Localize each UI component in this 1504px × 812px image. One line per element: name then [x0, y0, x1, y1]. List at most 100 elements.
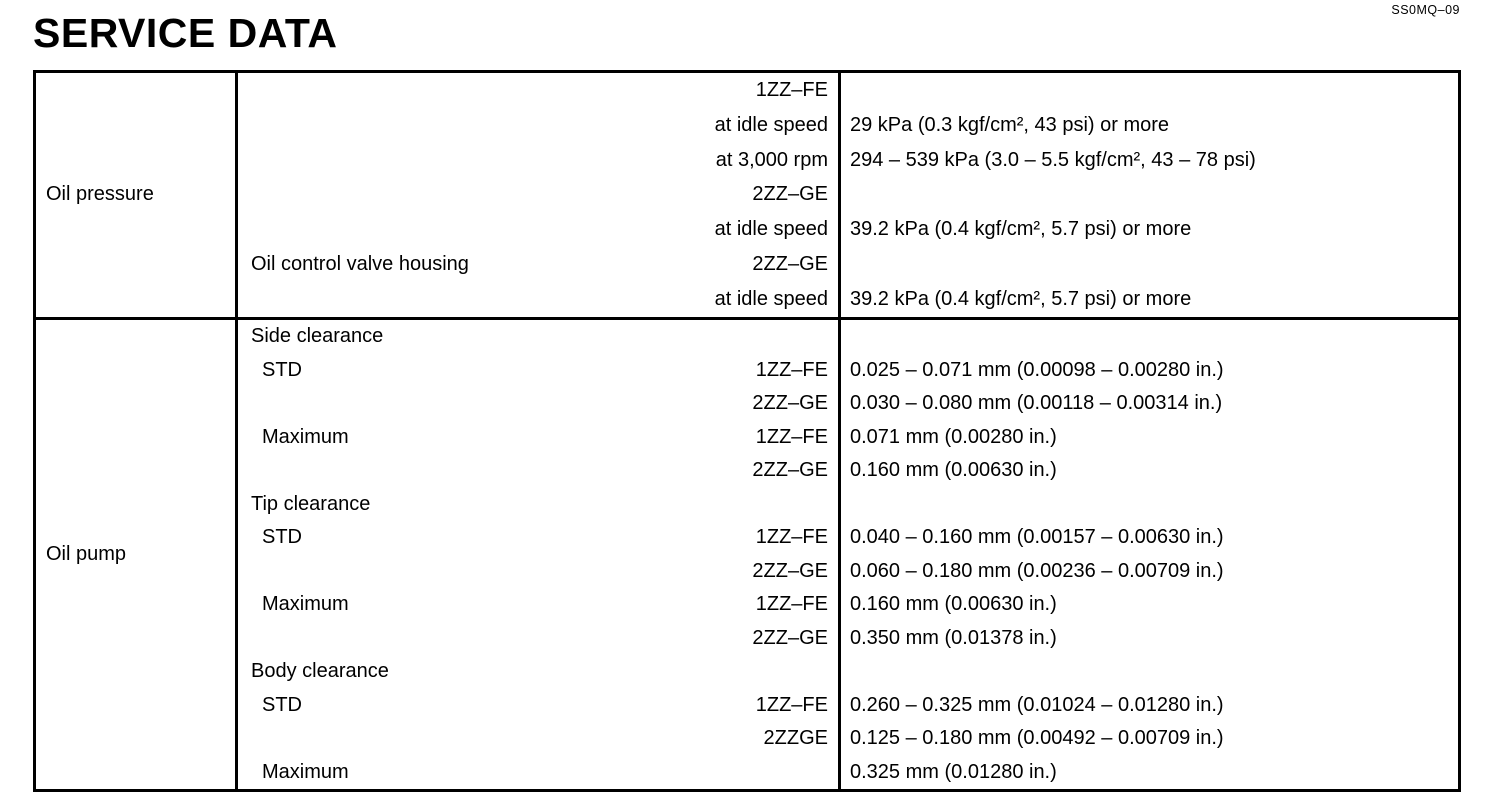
section-name: Oil pump [46, 542, 127, 565]
spec-condition-cell: STD 1ZZ–FE [238, 688, 838, 722]
spec-value-cell: 0.071 mm (0.00280 in.) [838, 420, 1458, 454]
oil-pressure-section: Oil pressure 1ZZ–FE at idle speed [36, 73, 1458, 317]
spec-value-cell [838, 319, 1458, 354]
table-row: 2ZZ–GE 0.350 mm (0.01378 in.) [238, 621, 1458, 655]
spec-value: 0.040 – 0.160 mm (0.00157 – 0.00630 in.) [850, 526, 1224, 549]
table-row: at idle speed 39.2 kPa (0.4 kgf/cm², 5.7… [238, 212, 1458, 248]
table-row: at idle speed 29 kPa (0.3 kgf/cm², 43 ps… [238, 107, 1458, 143]
table-row: Tip clearance [238, 487, 1458, 521]
service-data-table: Oil pressure 1ZZ–FE at idle speed [33, 70, 1461, 792]
spec-condition-cell: 2ZZ–GE [238, 454, 838, 488]
spec-condition-cell: at 3,000 rpm [238, 143, 838, 178]
engine-condition-label: 1ZZ–FE [755, 358, 828, 381]
engine-condition-label: 2ZZ–GE [752, 253, 828, 276]
spec-item-label: STD [262, 358, 302, 381]
section-name-cell: Oil pressure [36, 73, 238, 317]
engine-condition-label: 1ZZ–FE [755, 78, 828, 101]
spec-item-label: Oil control valve housing [251, 253, 469, 276]
table-row: STD 1ZZ–FE 0.260 – 0.325 mm (0.01024 – 0… [238, 688, 1458, 722]
spec-value-cell [838, 247, 1458, 283]
engine-condition-label: 2ZZ–GE [752, 183, 828, 206]
spec-value-cell: 0.030 – 0.080 mm (0.00118 – 0.00314 in.) [838, 386, 1458, 421]
spec-value-cell [838, 73, 1458, 108]
engine-condition-label: at 3,000 rpm [715, 148, 828, 171]
spec-value-cell: 0.350 mm (0.01378 in.) [838, 621, 1458, 655]
engine-condition-label: 2ZZ–GE [752, 459, 828, 482]
engine-condition-label: 1ZZ–FE [755, 425, 828, 448]
spec-value: 0.160 mm (0.00630 in.) [850, 593, 1057, 616]
table-row: at idle speed 39.2 kPa (0.4 kgf/cm², 5.7… [238, 282, 1458, 317]
table-row: Body clearance [238, 654, 1458, 689]
spec-item-label: Maximum [262, 760, 349, 783]
table-row: Oil control valve housing 2ZZ–GE [238, 247, 1458, 283]
engine-condition-label: 2ZZ–GE [752, 392, 828, 415]
spec-condition-cell: 2ZZ–GE [238, 178, 838, 213]
engine-condition-label: 2ZZGE [763, 727, 828, 750]
spec-condition-cell: at idle speed [238, 108, 838, 143]
engine-condition-label: 2ZZ–GE [752, 626, 828, 649]
spec-condition-cell: 2ZZ–GE [238, 387, 838, 421]
spec-item-label: Body clearance [251, 660, 389, 683]
doc-code: SS0MQ–09 [1391, 3, 1460, 17]
spec-item-label: STD [262, 526, 302, 549]
engine-condition-label: 1ZZ–FE [755, 593, 828, 616]
spec-condition-cell: Side clearance [238, 320, 838, 354]
table-row: STD 1ZZ–FE 0.040 – 0.160 mm (0.00157 – 0… [238, 520, 1458, 555]
spec-value: 0.125 – 0.180 mm (0.00492 – 0.00709 in.) [850, 727, 1224, 750]
spec-item-label: Tip clearance [251, 492, 371, 515]
spec-value: 0.350 mm (0.01378 in.) [850, 626, 1057, 649]
table-row: STD 1ZZ–FE 0.025 – 0.071 mm (0.00098 – 0… [238, 353, 1458, 387]
spec-value-cell: 39.2 kPa (0.4 kgf/cm², 5.7 psi) or more [838, 282, 1458, 317]
spec-condition-cell: STD 1ZZ–FE [238, 521, 838, 555]
table-row: Side clearance [238, 319, 1458, 354]
engine-condition-label: 2ZZ–GE [752, 559, 828, 582]
spec-value-cell: 0.040 – 0.160 mm (0.00157 – 0.00630 in.) [838, 520, 1458, 555]
spec-condition-cell: 2ZZGE [238, 722, 838, 756]
table-row: Maximum 1ZZ–FE 0.071 mm (0.00280 in.) [238, 420, 1458, 454]
spec-value: 0.325 mm (0.01280 in.) [850, 760, 1057, 783]
spec-condition-cell: STD 1ZZ–FE [238, 353, 838, 387]
engine-condition-label: 1ZZ–FE [755, 526, 828, 549]
spec-value: 294 – 539 kPa (3.0 – 5.5 kgf/cm², 43 – 7… [850, 148, 1256, 171]
spec-value-cell [838, 177, 1458, 213]
spec-value: 0.060 – 0.180 mm (0.00236 – 0.00709 in.) [850, 559, 1224, 582]
page-title: SERVICE DATA [33, 10, 338, 56]
spec-item-label: STD [262, 693, 302, 716]
spec-item-label: Side clearance [251, 325, 384, 348]
spec-condition-cell: Oil control valve housing 2ZZ–GE [238, 247, 838, 282]
spec-condition-cell: Body clearance [238, 655, 838, 689]
spec-value-cell: 0.125 – 0.180 mm (0.00492 – 0.00709 in.) [838, 721, 1458, 756]
spec-value: 39.2 kPa (0.4 kgf/cm², 5.7 psi) or more [850, 287, 1192, 310]
spec-value-cell: 29 kPa (0.3 kgf/cm², 43 psi) or more [838, 107, 1458, 143]
spec-condition-cell: Tip clearance [238, 487, 838, 521]
table-row: Maximum 1ZZ–FE 0.160 mm (0.00630 in.) [238, 587, 1458, 622]
spec-value: 0.160 mm (0.00630 in.) [850, 459, 1057, 482]
spec-value-cell: 0.260 – 0.325 mm (0.01024 – 0.01280 in.) [838, 688, 1458, 722]
spec-condition-cell: 2ZZ–GE [238, 621, 838, 655]
oil-pump-section: Oil pump Side clearance STD 1ZZ–FE [36, 316, 1458, 789]
spec-condition-cell: 1ZZ–FE [238, 73, 838, 108]
engine-condition-label: at idle speed [714, 218, 828, 241]
engine-condition-label: at idle speed [714, 287, 828, 310]
table-row: Maximum 0.325 mm (0.01280 in.) [238, 755, 1458, 789]
spec-value-cell: 0.060 – 0.180 mm (0.00236 – 0.00709 in.) [838, 554, 1458, 588]
spec-value-cell [838, 487, 1458, 521]
table-row: 2ZZ–GE 0.060 – 0.180 mm (0.00236 – 0.007… [238, 554, 1458, 588]
table-row: at 3,000 rpm 294 – 539 kPa (3.0 – 5.5 kg… [238, 142, 1458, 178]
spec-value: 0.025 – 0.071 mm (0.00098 – 0.00280 in.) [850, 358, 1224, 381]
spec-value-cell: 0.160 mm (0.00630 in.) [838, 587, 1458, 622]
spec-condition-cell: at idle speed [238, 212, 838, 247]
spec-condition-cell: Maximum 1ZZ–FE [238, 588, 838, 622]
table-row: 2ZZ–GE 0.030 – 0.080 mm (0.00118 – 0.003… [238, 386, 1458, 421]
table-row: 2ZZ–GE [238, 177, 1458, 213]
spec-condition-cell: Maximum [238, 755, 838, 789]
spec-item-label: Maximum [262, 593, 349, 616]
spec-value: 29 kPa (0.3 kgf/cm², 43 psi) or more [850, 113, 1170, 136]
section-name-cell: Oil pump [36, 319, 238, 789]
table-row: 2ZZ–GE 0.160 mm (0.00630 in.) [238, 453, 1458, 488]
table-row: 1ZZ–FE [238, 73, 1458, 108]
spec-item-label: Maximum [262, 425, 349, 448]
section-rows: 1ZZ–FE at idle speed 29 kPa (0.3 kgf/cm²… [238, 73, 1458, 317]
section-rows: Side clearance STD 1ZZ–FE 0.025 – 0.071 … [238, 319, 1458, 789]
